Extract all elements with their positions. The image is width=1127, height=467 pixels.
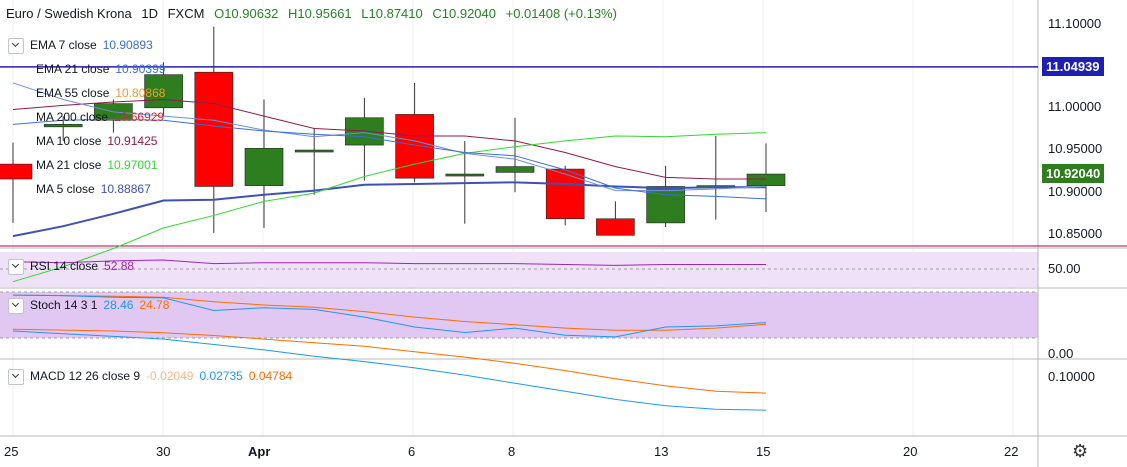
ohlc-open: O10.90632	[214, 6, 279, 21]
indicator-label: EMA 55 close	[36, 86, 110, 100]
rsi-line	[12, 259, 766, 266]
ohlc-close: C10.92040	[432, 6, 496, 21]
indicator-label: MA 200 close	[36, 110, 109, 124]
macd-value: 0.02735	[199, 369, 243, 384]
gear-icon[interactable]: ⚙	[1072, 441, 1089, 461]
candle-body	[144, 74, 183, 109]
indicator-ma5[interactable]: MA 5 close 10.88867	[36, 182, 151, 196]
x-tick: 15	[756, 444, 771, 459]
collapse-chevron-icon[interactable]	[8, 38, 24, 54]
rsi-label: RSI 14 close	[30, 259, 99, 274]
ma-series-line	[12, 181, 766, 238]
candle-body	[545, 168, 585, 220]
price-tick: 10.85000	[1048, 226, 1103, 241]
macd-legend[interactable]: MACD 12 26 close 9 -0.02049 0.02735 0.04784	[8, 369, 292, 385]
indicator-label: MA 10 close	[36, 134, 102, 148]
indicator-value: 10.91425	[107, 134, 158, 148]
price-tick: 11.00000	[1048, 99, 1102, 114]
ohlc-high: H10.95661	[288, 6, 352, 21]
x-tick: 13	[654, 444, 669, 459]
indicator-label: EMA 21 close	[36, 62, 110, 76]
stoch-legend[interactable]: Stoch 14 3 1 28.46 24.78	[8, 298, 169, 314]
indicator-ema55[interactable]: EMA 55 close 10.80868	[36, 86, 165, 100]
stoch-k-value: 28.46	[103, 298, 134, 313]
stoch-label: Stoch 14 3 1	[30, 298, 98, 313]
x-tick: 20	[903, 444, 918, 459]
symbol-name: Euro / Swedish Krona	[6, 6, 132, 21]
indicator-value: 10.88867	[100, 182, 151, 196]
indicator-value: 10.66929	[114, 110, 165, 124]
indicator-ema21[interactable]: EMA 21 close 10.90399	[36, 62, 165, 76]
macd-signal-line	[12, 328, 767, 394]
indicator-ma10[interactable]: MA 10 close 10.91425	[36, 134, 157, 148]
ohlc-change: +0.01408 (+0.13%)	[505, 6, 617, 21]
price-tick: 10.95000	[1048, 141, 1103, 156]
macd-line	[12, 330, 767, 411]
x-tick: Apr	[248, 444, 271, 459]
candle-body	[294, 149, 334, 153]
indicator-label: MA 5 close	[36, 182, 95, 196]
indicator-label: EMA 7 close	[30, 38, 97, 53]
rsi-legend[interactable]: RSI 14 close 52.88	[8, 259, 134, 275]
macd-hist-value: -0.02049	[146, 369, 194, 384]
ma-series-line	[12, 82, 767, 192]
stoch-tick: 0.00	[1048, 346, 1074, 361]
data-source: FXCM	[167, 6, 205, 21]
price-tick: 10.90000	[1048, 184, 1103, 199]
price-tick: 11.10000	[1048, 16, 1102, 31]
indicator-ma21[interactable]: MA 21 close 10.97001	[36, 158, 157, 172]
collapse-chevron-icon[interactable]	[8, 369, 24, 385]
indicator-ma200[interactable]: MA 200 close 10.66929	[36, 110, 164, 124]
macd-tick: 0.10000	[1048, 369, 1095, 384]
candle-body	[445, 173, 485, 177]
candle-body	[596, 218, 635, 236]
rsi-value: 52.88	[104, 259, 135, 274]
candle-body	[495, 166, 535, 173]
candle-body	[194, 71, 234, 187]
interval: 1D	[141, 6, 158, 21]
indicator-label: MA 21 close	[36, 158, 102, 172]
ma-series-line	[12, 99, 766, 180]
candle-body	[395, 114, 434, 179]
macd-label: MACD 12 26 close 9	[30, 369, 141, 384]
indicator-value: 10.80868	[115, 86, 166, 100]
ma-series-line	[12, 118, 767, 200]
macd-signal-value: 0.04784	[248, 369, 293, 384]
x-tick: 6	[408, 444, 416, 459]
ohlc-low: L10.87410	[361, 6, 423, 21]
candle-body	[43, 124, 83, 128]
indicator-value: 10.90399	[115, 62, 166, 76]
hline-price-label: 11.04939	[1042, 57, 1104, 76]
stoch-band	[0, 292, 1038, 338]
stoch-d-value: 24.78	[139, 298, 170, 313]
x-tick: 8	[508, 444, 516, 459]
collapse-chevron-icon[interactable]	[8, 259, 24, 275]
stoch-d-line	[12, 294, 767, 331]
candle-body	[0, 163, 33, 180]
stoch-k-line	[12, 294, 767, 338]
candle-body	[646, 186, 685, 224]
rsi-tick: 50.00	[1048, 261, 1081, 276]
indicator-value: 10.90893	[102, 38, 153, 53]
collapse-chevron-icon[interactable]	[8, 298, 24, 314]
indicator-value: 10.97001	[107, 158, 158, 172]
candle-body	[746, 173, 786, 186]
last-price-label: 10.92040	[1042, 164, 1105, 183]
x-tick: 22	[1004, 444, 1019, 459]
ma-series-line	[12, 132, 767, 283]
x-tick: 30	[156, 444, 171, 459]
candle-body	[244, 148, 284, 186]
x-tick: 25	[4, 444, 19, 459]
chart-header: Euro / Swedish Krona 1D FXCM O10.90632 H…	[6, 6, 617, 21]
indicator-ema7[interactable]: EMA 7 close 10.90893	[8, 38, 153, 54]
